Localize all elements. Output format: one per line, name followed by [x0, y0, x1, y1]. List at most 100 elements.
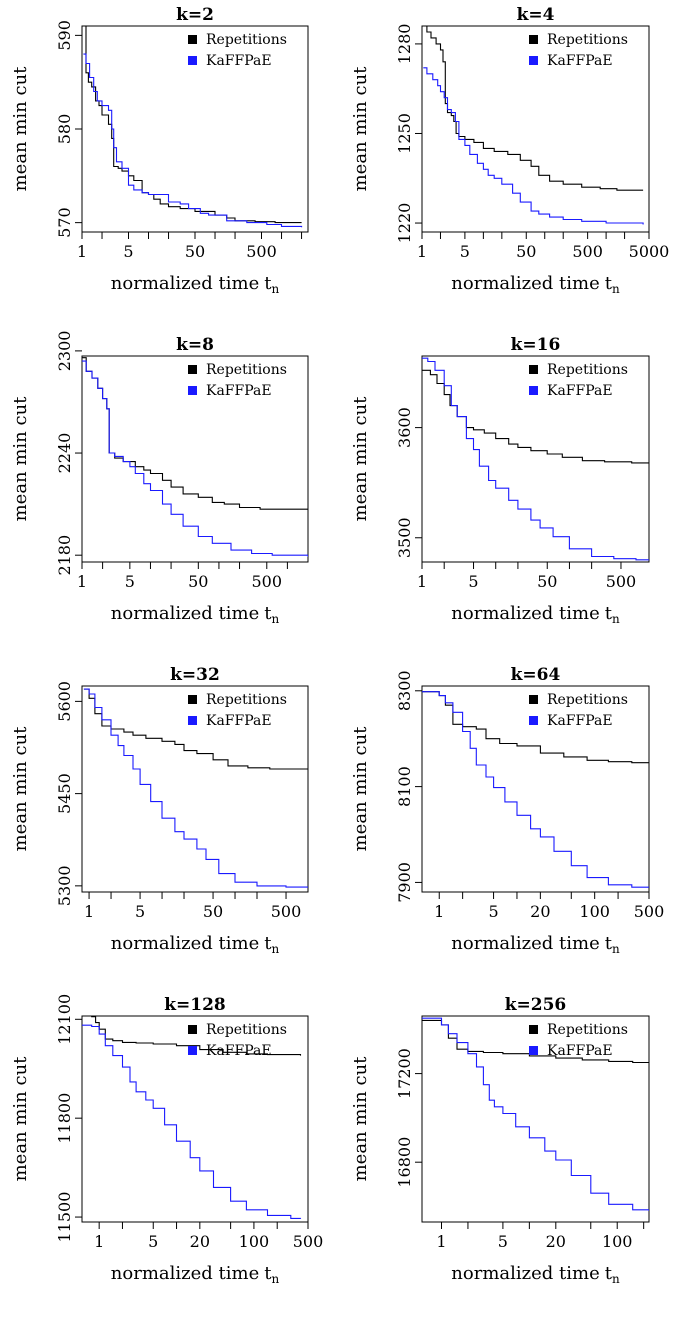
chart-k128: k=128 1 5 20 100 500 11500 11800 12100 normalized…: [0, 990, 340, 1334]
x-axis-label: normalized time tn: [111, 933, 280, 956]
chart-k64-svg: k=64 1 5 20 100 500 7900 8100 8300 normalized tim…: [350, 665, 665, 956]
y-tick-label: 2300: [55, 331, 74, 372]
x-axis-label-sub: n: [612, 612, 620, 626]
series-line-kaffpae: [82, 1024, 302, 1219]
series-line-repetitions: [423, 26, 644, 191]
x-tick-label: 500: [293, 1232, 324, 1251]
legend-label-kaffpae: KaFFPaE: [547, 713, 613, 729]
series-line-repetitions: [82, 1016, 302, 1056]
y-tick-label: 3500: [395, 517, 414, 558]
y-tick-label: 8300: [395, 670, 414, 711]
y-axis-label: mean min cut: [350, 1056, 371, 1182]
y-tick-label: 5600: [55, 681, 74, 722]
y-axis-label: mean min cut: [10, 396, 31, 522]
x-axis-label-var: t: [264, 1263, 272, 1284]
legend-swatch-repetitions: [188, 35, 197, 44]
chart-k2: k=2 1 5 50 500 570 580 590 normalized time tn mean…: [0, 0, 340, 330]
x-axis-label-sub: n: [271, 612, 279, 626]
x-tick-label: 50: [188, 572, 208, 591]
y-tick-label: 16800: [395, 1137, 414, 1188]
x-tick-label: 1: [77, 572, 87, 591]
x-tick-label: 100: [579, 902, 610, 921]
x-tick-label: 50: [185, 242, 205, 261]
x-tick-label: 20: [546, 1232, 566, 1251]
x-tick-label: 100: [239, 1232, 270, 1251]
x-axis-label-text: normalized time: [111, 273, 259, 294]
x-tick-label: 500: [634, 902, 665, 921]
plot-frame: [81, 685, 309, 893]
series-line-kaffpae: [422, 1017, 649, 1211]
x-tick-label: 500: [606, 572, 637, 591]
y-tick-label: 1280: [395, 24, 414, 65]
legend-swatch-kaffpae: [188, 716, 197, 725]
y-tick-label: 11800: [55, 1093, 74, 1144]
chart-title: k=2: [176, 5, 214, 25]
x-tick-label: 1: [94, 1232, 104, 1251]
legend-label-repetitions: Repetitions: [547, 1022, 628, 1038]
x-tick-label: 20: [530, 902, 550, 921]
legend-swatch-kaffpae: [529, 386, 538, 395]
chart-k8-svg: k=8 1 5 50 500 2180 2240 2300 normalized time tn m…: [10, 331, 309, 626]
y-tick-label: 590: [55, 20, 74, 51]
legend-swatch-repetitions: [529, 1025, 538, 1034]
legend-swatch-kaffpae: [188, 1046, 197, 1055]
series-line-kaffpae: [83, 53, 303, 228]
y-tick-label: 2180: [55, 535, 74, 576]
x-tick-label: 1: [434, 902, 444, 921]
x-axis-label-sub: n: [612, 1272, 620, 1286]
plot-frame: [421, 1015, 650, 1223]
x-axis-label: normalized time tn: [111, 273, 280, 296]
x-axis-label-text: normalized time: [451, 1263, 599, 1284]
chart-k16: k=16 1 5 50 500 3500 3600 normalized time tn mean…: [340, 330, 681, 660]
y-axis-label: mean min cut: [10, 726, 31, 852]
legend-label-repetitions: Repetitions: [206, 692, 287, 708]
y-tick-label: 12100: [55, 994, 74, 1045]
x-tick-label: 5: [123, 242, 133, 261]
legend-label-repetitions: Repetitions: [547, 32, 628, 48]
x-axis-label-text: normalized time: [451, 603, 599, 624]
y-tick-label: 8100: [395, 766, 414, 807]
x-tick-label: 5000: [629, 242, 670, 261]
chart-k32-svg: k=32 1 5 50 500 5300 5450 5600 normalized time tn…: [10, 665, 309, 956]
y-tick-label: 3600: [395, 407, 414, 448]
legend-swatch-kaffpae: [529, 1046, 538, 1055]
legend-swatch-kaffpae: [529, 56, 538, 65]
x-axis-label-var: t: [605, 1263, 613, 1284]
series-line-kaffpae: [422, 691, 649, 888]
x-tick-label: 500: [572, 242, 603, 261]
x-axis-label-var: t: [264, 273, 272, 294]
x-axis-label-var: t: [605, 603, 613, 624]
chart-k256-svg: k=256 1 5 20 100 16800 17200 normalized time tn m…: [350, 995, 650, 1286]
legend-label-kaffpae: KaFFPaE: [547, 53, 613, 69]
y-tick-label: 1250: [395, 113, 414, 154]
legend-label-repetitions: Repetitions: [547, 692, 628, 708]
chart-k8: k=8 1 5 50 500 2180 2240 2300 normalized time tn m…: [0, 330, 340, 660]
y-tick-label: 580: [55, 114, 74, 145]
x-axis-label-text: normalized time: [111, 1263, 259, 1284]
legend-swatch-kaffpae: [188, 386, 197, 395]
x-axis-label-text: normalized time: [111, 603, 259, 624]
chart-title: k=8: [176, 335, 214, 355]
x-tick-label: 5: [460, 242, 470, 261]
x-tick-label: 50: [203, 902, 223, 921]
chart-title: k=64: [511, 665, 561, 685]
x-tick-label: 1: [77, 242, 87, 261]
plot-frame: [421, 685, 650, 893]
legend-swatch-kaffpae: [188, 56, 197, 65]
y-tick-label: 1220: [395, 203, 414, 244]
x-tick-label: 5: [135, 902, 145, 921]
chart-title: k=16: [511, 335, 561, 355]
x-axis-label: normalized time tn: [111, 603, 280, 626]
x-axis-label-sub: n: [612, 282, 620, 296]
legend-label-kaffpae: KaFFPaE: [206, 1043, 272, 1059]
x-axis-label-var: t: [605, 273, 613, 294]
series-line-kaffpae: [83, 688, 308, 888]
x-tick-label: 50: [537, 572, 557, 591]
legend-label-repetitions: Repetitions: [206, 362, 287, 378]
chart-k128-svg: k=128 1 5 20 100 500 11500 11800 12100 normalized…: [10, 994, 324, 1286]
plot-frame: [421, 355, 650, 563]
x-axis-label: normalized time tn: [451, 603, 620, 626]
x-axis-label: normalized time tn: [451, 933, 620, 956]
legend-label-kaffpae: KaFFPaE: [206, 713, 272, 729]
chart-k256: k=256 1 5 20 100 16800 17200 normalized time tn m…: [340, 990, 681, 1334]
